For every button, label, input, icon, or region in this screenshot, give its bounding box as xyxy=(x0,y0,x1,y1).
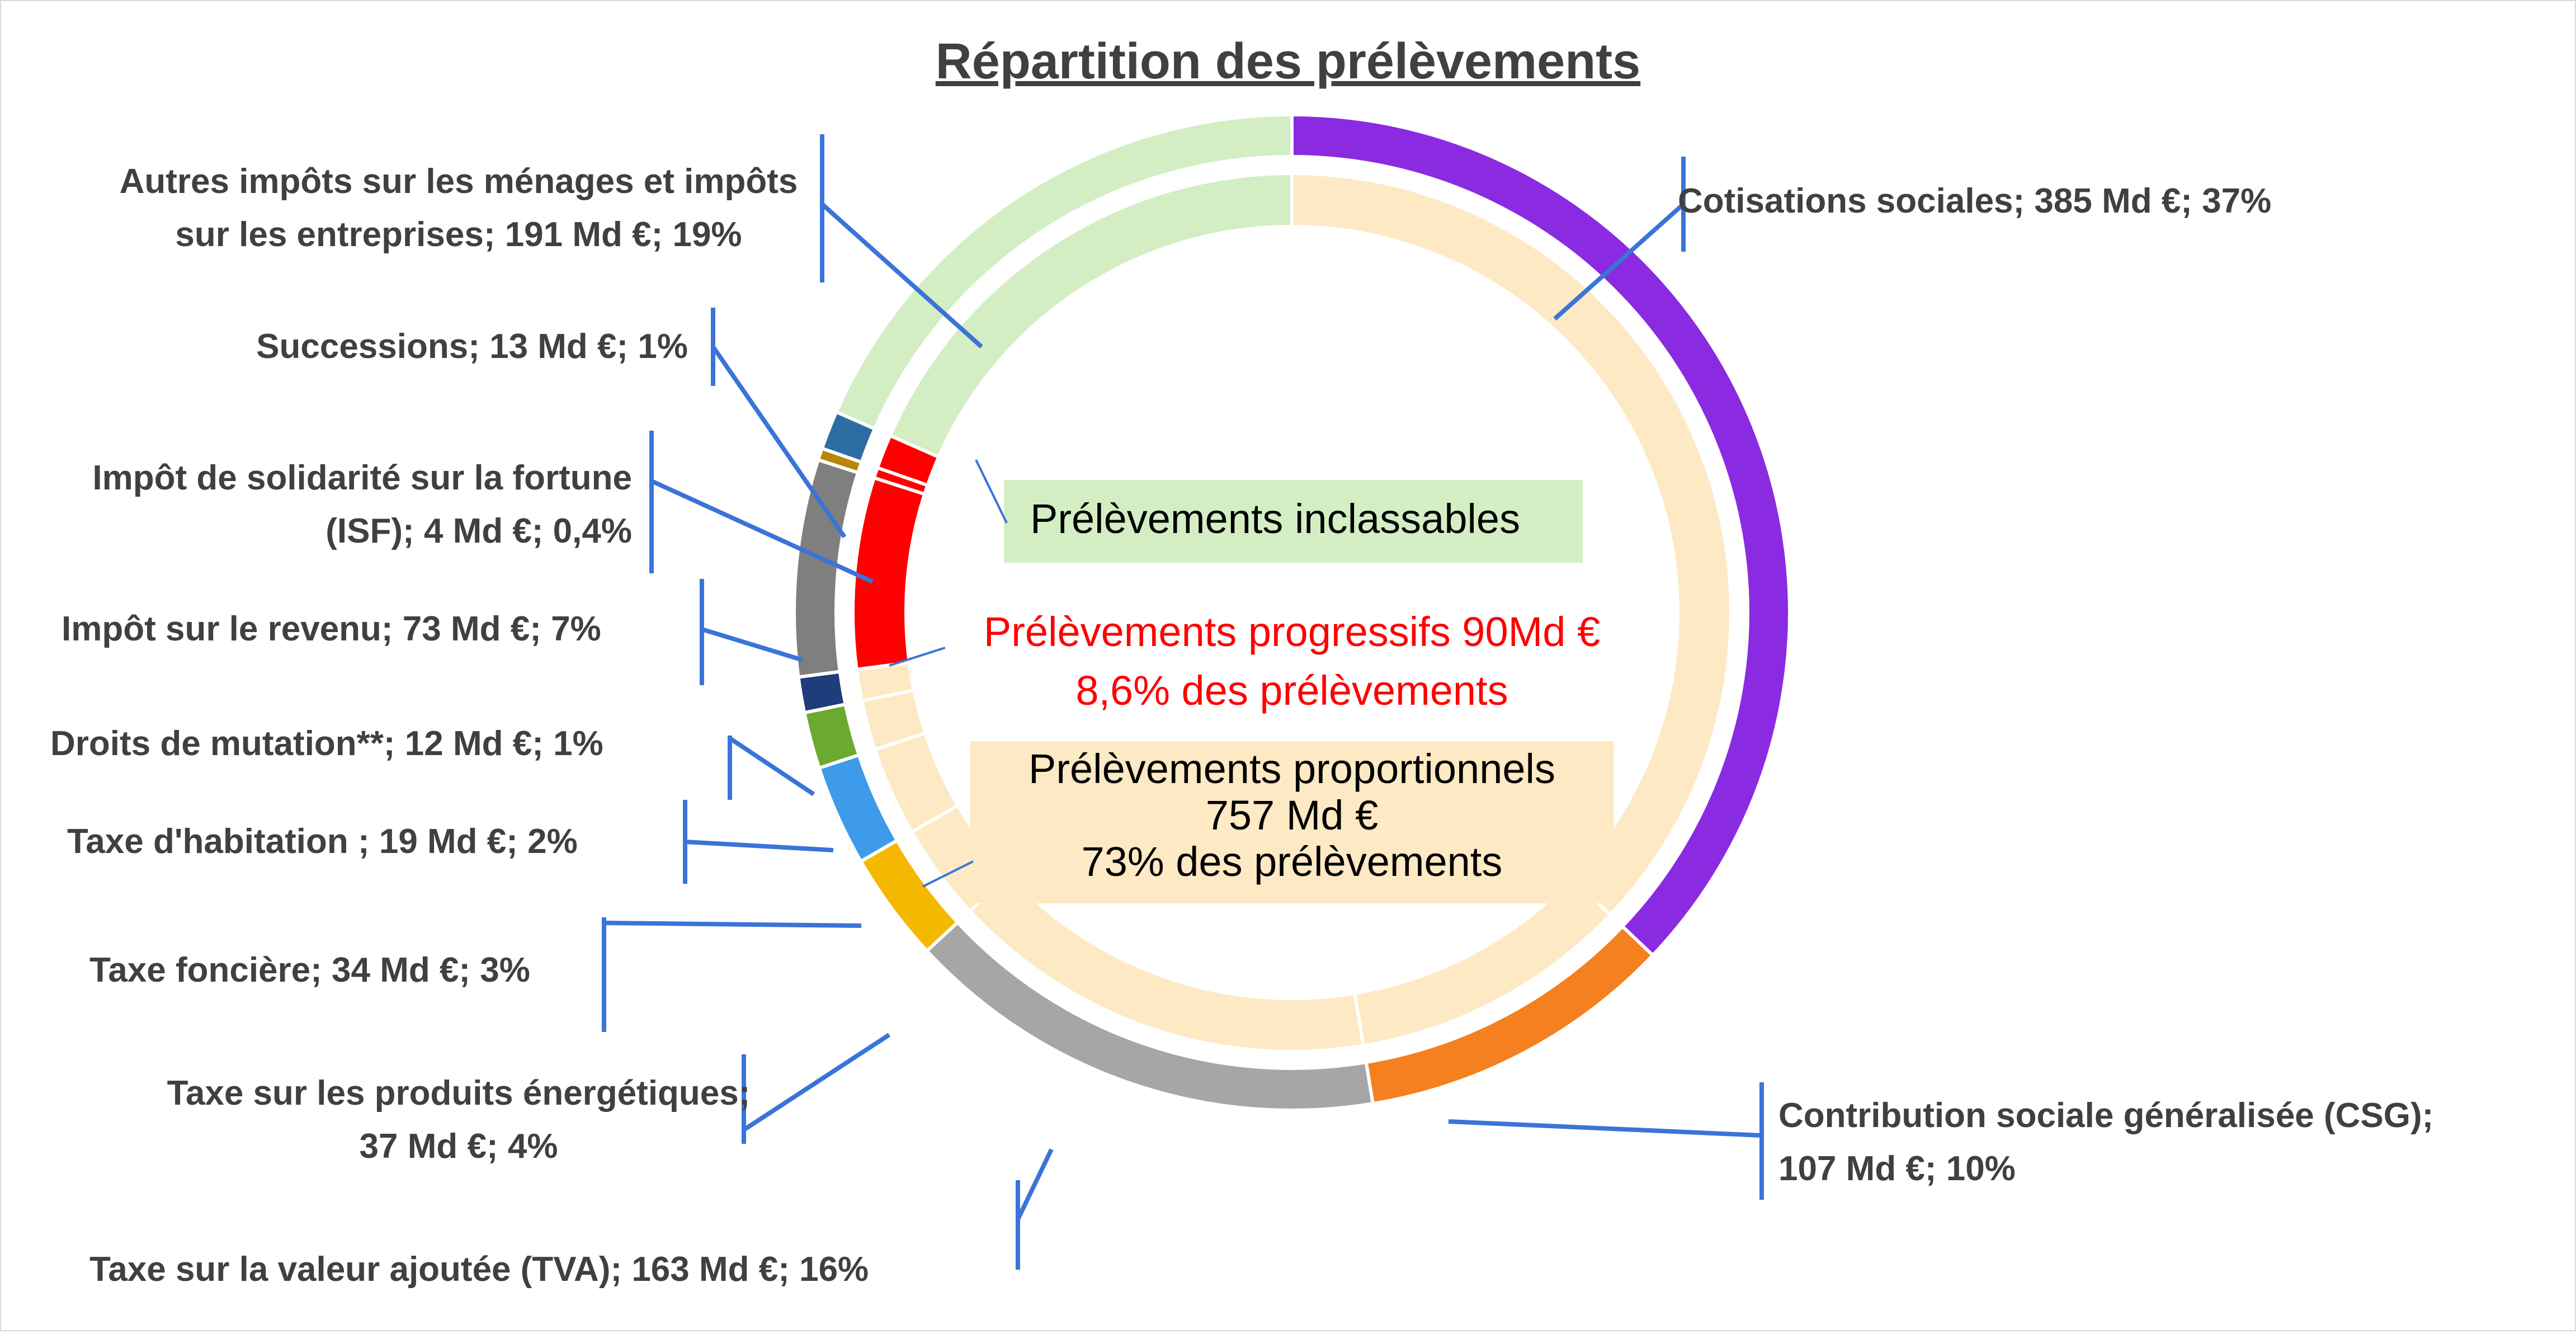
donut-rings xyxy=(792,112,1791,1112)
slice-label-10-1: sur les entreprises; 191 Md €; 19% xyxy=(175,215,742,254)
slice-label-0-0: Cotisations sociales; 385 Md €; 37% xyxy=(1678,182,2271,220)
leader-line-7 xyxy=(701,627,804,662)
proportionnels-text-1: 757 Md € xyxy=(1206,792,1379,838)
slice-label-10-0: Autres impôts sur les ménages et impôts xyxy=(120,162,798,201)
proportionnels-text-2: 73% des prélèvements xyxy=(1082,838,1503,885)
leader-line-4 xyxy=(603,921,862,928)
inclassables-text-0: Prélèvements inclassables xyxy=(1030,496,1520,542)
slice-label-4-0: Taxe foncière; 34 Md €; 3% xyxy=(89,951,530,989)
proportionnels-pointer xyxy=(922,860,974,888)
outer-slice-10 xyxy=(834,112,1294,431)
leader-line-8 xyxy=(650,479,874,584)
leader-line-1 xyxy=(1448,1119,1762,1138)
slice-label-6-0: Droits de mutation**; 12 Md €; 1% xyxy=(50,724,603,763)
slice-label-1-1: 107 Md €; 10% xyxy=(1778,1149,2016,1188)
chart-title: Répartition des prélèvements xyxy=(936,34,1640,89)
leader-line-3 xyxy=(742,1033,891,1132)
leader-line-2 xyxy=(1016,1148,1054,1220)
leader-line-5 xyxy=(685,840,834,852)
inner-slice-10 xyxy=(888,171,1294,459)
slice-label-8-1: (ISF); 4 Md €; 0,4% xyxy=(325,512,632,550)
inclassables-pointer xyxy=(975,459,1008,524)
leader-lines xyxy=(602,134,1764,1270)
proportionnels-box xyxy=(970,741,1613,903)
slice-label-3-0: Taxe sur les produits énergétiques; xyxy=(167,1074,751,1113)
group-annotations: Prélèvements inclassables Prélèvements pr… xyxy=(889,459,1613,903)
slice-labels: Cotisations sociales; 385 Md €; 37% Contr… xyxy=(50,162,2433,1289)
leader-line-10 xyxy=(820,202,983,348)
leader-line-0 xyxy=(1553,202,1685,320)
slice-label-3-1: 37 Md €; 4% xyxy=(360,1127,558,1166)
slice-label-7-0: Impôt sur le revenu; 73 Md €; 7% xyxy=(62,610,601,648)
inner-slice-0 xyxy=(1290,171,1733,917)
slice-label-9-0: Successions; 13 Md €; 1% xyxy=(256,327,688,366)
progressifs-text-0: Prélèvements progressifs 90Md € xyxy=(984,609,1600,655)
proportionnels-text-0: Prélèvements proportionnels xyxy=(1028,746,1555,792)
inclassables-box xyxy=(1004,480,1583,563)
slice-label-5-0: Taxe d'habitation ; 19 Md €; 2% xyxy=(67,822,578,861)
progressifs-pointer xyxy=(889,647,946,667)
progressifs-text-1: 8,6% des prélèvements xyxy=(1075,667,1508,714)
slice-label-2-0: Taxe sur la valeur ajoutée (TVA); 163 Md… xyxy=(89,1250,869,1289)
leader-line-6 xyxy=(728,736,815,796)
leader-line-9 xyxy=(711,345,847,539)
slice-label-1-0: Contribution sociale généralisée (CSG); xyxy=(1778,1096,2433,1135)
slice-label-8-0: Impôt de solidarité sur la fortune xyxy=(92,459,632,497)
